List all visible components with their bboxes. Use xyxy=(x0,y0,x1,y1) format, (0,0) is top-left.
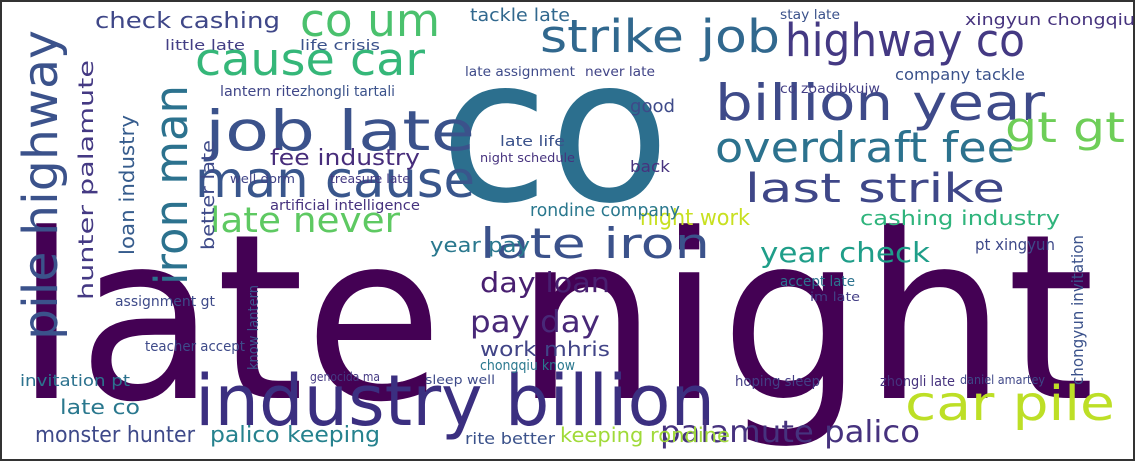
word: loan industry xyxy=(115,115,139,255)
word: teacher accept xyxy=(145,339,245,355)
word: genocida ma xyxy=(310,370,380,384)
word: co um xyxy=(300,0,440,47)
word: late never xyxy=(210,201,401,241)
word: strike job xyxy=(540,10,780,63)
word: artificial intelligence xyxy=(270,198,420,214)
word: year pay xyxy=(430,233,530,257)
word: fee industry xyxy=(270,146,420,171)
word: rondine company xyxy=(530,200,680,221)
word: daniel amartey xyxy=(960,373,1045,387)
word: keeping rondine xyxy=(560,423,730,447)
word: late iron xyxy=(480,219,710,268)
word: pay day xyxy=(470,305,600,340)
word: chongyun invitation xyxy=(1068,235,1087,385)
word: never late xyxy=(585,65,655,80)
word: work mhris xyxy=(480,337,610,361)
word: back xyxy=(630,157,671,176)
word: car pile xyxy=(905,376,1115,432)
word: gt gt xyxy=(1005,103,1125,152)
word: sleep well xyxy=(425,373,495,387)
word: job late xyxy=(204,99,475,163)
word: highway co xyxy=(785,14,1025,67)
word: rite better xyxy=(465,429,555,448)
word: little late xyxy=(165,38,245,54)
word: palamute palico xyxy=(660,415,920,450)
word: night schedule xyxy=(480,151,575,165)
word: overdraft fee xyxy=(715,123,1015,172)
word: cause car xyxy=(195,33,426,86)
word: co xyxy=(440,15,670,248)
word: hoping sleep xyxy=(735,374,820,390)
word: treasure late xyxy=(330,172,410,186)
word: good xyxy=(630,96,675,117)
word: late life xyxy=(500,134,565,150)
word: pile highway xyxy=(13,30,69,340)
word: man cause xyxy=(195,151,475,209)
word: iron man xyxy=(145,85,198,285)
word: year check xyxy=(760,236,931,269)
word: im late xyxy=(810,290,860,304)
word: zhongli late xyxy=(880,374,955,390)
word: lantern rite xyxy=(220,84,300,100)
word: hunter palamute xyxy=(74,60,98,300)
word: xingyun chongqiu xyxy=(965,10,1135,29)
word: well dorm xyxy=(230,172,295,186)
word: co zoadibkujw xyxy=(780,82,880,97)
word: day loan xyxy=(480,266,610,299)
word: palico keeping xyxy=(210,423,380,448)
word: last strike xyxy=(745,166,1005,212)
word: tackle late xyxy=(470,5,570,26)
word: monster hunter xyxy=(35,423,196,448)
word: billion year xyxy=(715,74,1046,132)
word: late co xyxy=(60,395,140,419)
word: assignment gt xyxy=(115,294,215,310)
word: night work xyxy=(640,206,750,231)
word: industry billion xyxy=(195,360,715,442)
word: pt xingyun xyxy=(975,235,1055,254)
word: better late xyxy=(198,140,219,250)
word: stay late xyxy=(780,8,840,23)
word: life crisis xyxy=(300,38,380,54)
word: check cashing xyxy=(95,9,280,34)
word: company tackle xyxy=(895,65,1025,84)
word: chongqiu know xyxy=(480,358,575,374)
word: cashing industry xyxy=(860,206,1060,230)
word: accept late xyxy=(780,274,855,290)
word: zhongli tartali xyxy=(300,84,395,100)
word: late assignment xyxy=(465,65,575,80)
word: know lantern xyxy=(246,285,262,370)
word: invitation pt xyxy=(20,371,130,390)
word: late night xyxy=(15,186,1095,453)
